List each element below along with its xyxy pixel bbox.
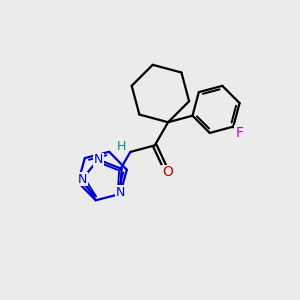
Text: N: N: [116, 186, 125, 199]
Text: N: N: [77, 172, 87, 185]
Text: F: F: [235, 125, 243, 140]
Text: N: N: [94, 153, 103, 166]
Text: H: H: [117, 140, 126, 153]
Text: O: O: [162, 165, 173, 179]
